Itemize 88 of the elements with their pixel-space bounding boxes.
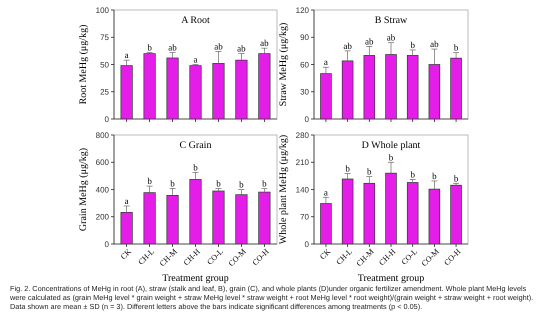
- data-label: ab: [237, 44, 246, 54]
- data-label: b: [147, 42, 152, 53]
- text: D Whole plant: [362, 140, 421, 151]
- data-label: b: [410, 169, 416, 180]
- x-tick-label: CK: [118, 246, 134, 262]
- data-label: b: [432, 170, 438, 181]
- data-label: b: [454, 173, 459, 184]
- text: B Straw: [374, 15, 408, 26]
- x-axis-title: Treatment group: [162, 273, 229, 284]
- y-tick-label: 70: [300, 212, 310, 222]
- y-tick-label: 60: [300, 60, 310, 70]
- bar: [364, 55, 376, 120]
- y-tick-label: 25: [100, 88, 110, 97]
- text: A Root: [181, 15, 210, 26]
- y-tick-label: 120: [296, 6, 310, 15]
- data-label: b: [454, 42, 459, 53]
- y-tick-label: 140: [296, 185, 310, 194]
- y-tick-label: 50: [100, 60, 110, 70]
- y-axis-title: Whole plant MeHg (μg/kg): [278, 134, 289, 244]
- data-label: a: [124, 196, 129, 206]
- bar: [450, 58, 462, 120]
- data-label: b: [216, 178, 222, 188]
- y-tick-label: 0: [304, 114, 310, 124]
- bar: [143, 53, 156, 120]
- y-tick-label: 600: [96, 158, 110, 168]
- data-label: b: [262, 178, 268, 189]
- bar: [189, 179, 202, 244]
- data-label: b: [170, 178, 176, 188]
- bar: [406, 55, 418, 120]
- data-label: ab: [260, 38, 270, 48]
- bar: [428, 64, 440, 120]
- text: C Grain: [180, 140, 212, 151]
- data-label: ab: [214, 41, 224, 52]
- data-label: a: [194, 54, 198, 64]
- data-label: ab: [365, 36, 374, 46]
- y-tick-label: 90: [300, 33, 310, 42]
- y-tick-label: 75: [100, 33, 110, 42]
- data-label: b: [345, 164, 350, 174]
- data-label: a: [124, 50, 129, 60]
- bar: [406, 182, 418, 244]
- bar: [120, 212, 133, 244]
- bar: [166, 58, 179, 120]
- bar: [120, 65, 133, 120]
- bar: [212, 63, 225, 120]
- bar: [166, 195, 179, 244]
- data-label: a: [324, 187, 328, 198]
- y-tick-label: 280: [296, 130, 310, 140]
- y-tick-label: 0: [104, 240, 110, 249]
- y-tick-label: 30: [300, 88, 310, 97]
- y-axis-title: Root MeHg (μg/kg): [78, 24, 89, 104]
- data-label: b: [388, 152, 394, 162]
- data-label: b: [239, 180, 244, 190]
- data-label: b: [193, 162, 198, 172]
- bar: [385, 54, 397, 120]
- data-label: b: [147, 176, 152, 186]
- bar: [258, 192, 270, 244]
- bar: [385, 172, 397, 244]
- data-label: ab: [343, 40, 352, 51]
- data-label: b: [410, 40, 416, 50]
- x-tick-label: CK: [318, 246, 332, 262]
- y-tick-label: 0: [104, 114, 110, 124]
- data-label: a: [324, 57, 328, 68]
- y-tick-label: 200: [96, 212, 110, 222]
- y-tick-label: 100: [96, 6, 110, 15]
- y-tick-label: 0: [304, 240, 310, 249]
- bar: [189, 65, 202, 120]
- y-axis-title: Straw MeHg (μg/kg): [278, 22, 289, 106]
- bar: [235, 194, 248, 244]
- y-axis-title: Grain MeHg (μg/kg): [78, 148, 89, 232]
- data-label: ab: [168, 42, 178, 53]
- y-tick-label: 800: [96, 130, 110, 140]
- bar: [342, 178, 354, 244]
- bar: [143, 192, 156, 244]
- bar: [428, 188, 440, 244]
- y-tick-label: 400: [96, 185, 110, 194]
- data-label: ab: [430, 39, 440, 50]
- bar: [320, 203, 332, 244]
- x-axis-title: Treatment group: [358, 273, 424, 284]
- data-label: ab: [386, 32, 396, 43]
- bar: [235, 60, 248, 120]
- bar: [450, 184, 462, 244]
- y-tick-label: 210: [296, 158, 310, 168]
- bar: [212, 190, 225, 244]
- bar: [320, 73, 332, 120]
- bar: [342, 60, 354, 120]
- bar: [258, 53, 270, 120]
- bar: [364, 182, 376, 244]
- data-label: b: [367, 166, 372, 177]
